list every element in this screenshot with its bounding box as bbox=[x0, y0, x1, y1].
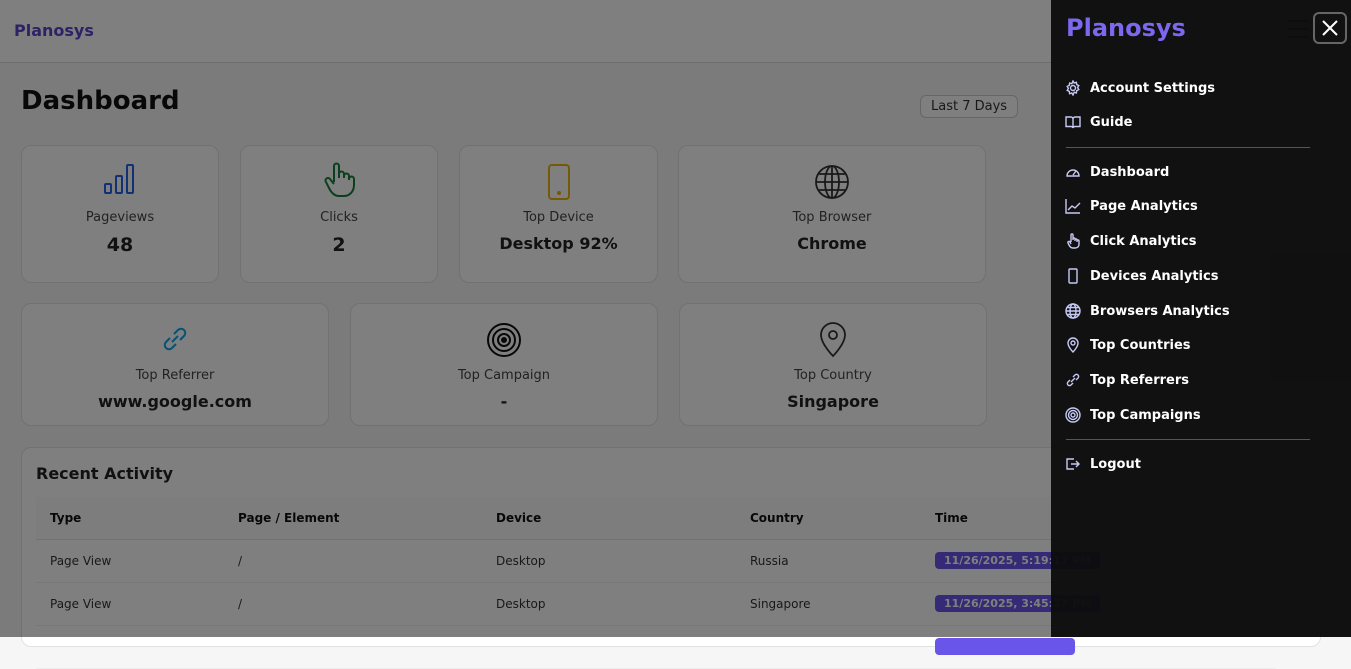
menu-item-top-campaigns[interactable]: Top Campaigns bbox=[1065, 407, 1201, 423]
menu-item-label: Guide bbox=[1090, 114, 1133, 130]
close-icon bbox=[1322, 20, 1338, 36]
logout-icon bbox=[1066, 458, 1080, 470]
menu-brand: Planosys bbox=[1066, 14, 1186, 42]
side-menu-drawer: Planosys Account Settings Guide Dashboar… bbox=[1051, 0, 1351, 637]
menu-item-label: Click Analytics bbox=[1090, 233, 1197, 249]
menu-item-dashboard[interactable]: Dashboard bbox=[1065, 164, 1169, 180]
menu-item-label: Account Settings bbox=[1090, 80, 1216, 96]
menu-item-label: Dashboard bbox=[1090, 164, 1170, 180]
menu-divider bbox=[1066, 147, 1310, 148]
menu-item-label: Page Analytics bbox=[1090, 198, 1198, 214]
menu-divider bbox=[1066, 439, 1310, 440]
line-chart-icon bbox=[1065, 199, 1081, 214]
menu-item-account-settings[interactable]: Account Settings bbox=[1065, 80, 1215, 96]
globe-icon bbox=[1065, 303, 1081, 319]
menu-item-devices-analytics[interactable]: Devices Analytics bbox=[1065, 268, 1218, 284]
book-icon bbox=[1065, 116, 1081, 129]
phone-icon bbox=[1068, 268, 1078, 284]
menu-item-page-analytics[interactable]: Page Analytics bbox=[1065, 198, 1198, 214]
menu-item-label: Devices Analytics bbox=[1090, 268, 1219, 284]
target-icon bbox=[1065, 407, 1081, 423]
gauge-icon bbox=[1066, 169, 1080, 177]
close-menu-button[interactable] bbox=[1313, 12, 1347, 44]
menu-item-label: Browsers Analytics bbox=[1090, 303, 1230, 319]
menu-item-logout[interactable]: Logout bbox=[1065, 456, 1141, 472]
menu-item-top-countries[interactable]: Top Countries bbox=[1065, 337, 1191, 353]
menu-item-label: Top Campaigns bbox=[1090, 407, 1201, 423]
menu-item-click-analytics[interactable]: Click Analytics bbox=[1065, 233, 1196, 249]
menu-item-label: Logout bbox=[1090, 456, 1141, 472]
menu-item-top-referrers[interactable]: Top Referrers bbox=[1065, 372, 1189, 388]
menu-item-browsers-analytics[interactable]: Browsers Analytics bbox=[1065, 303, 1230, 319]
menu-item-label: Top Referrers bbox=[1090, 372, 1189, 388]
pointer-hand-icon bbox=[1067, 233, 1080, 249]
gear-icon bbox=[1066, 80, 1080, 96]
link-icon bbox=[1066, 373, 1080, 387]
menu-item-label: Top Countries bbox=[1090, 337, 1191, 353]
map-pin-icon bbox=[1067, 337, 1079, 353]
menu-item-guide[interactable]: Guide bbox=[1065, 114, 1133, 130]
